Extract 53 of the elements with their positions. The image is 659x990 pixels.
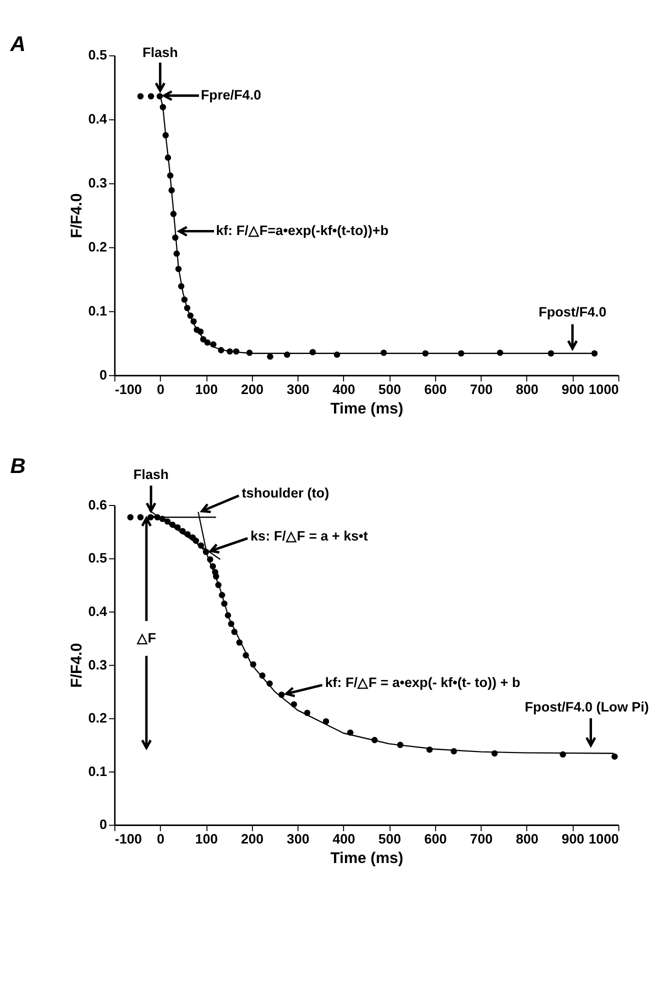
- x-axis-title: Time (ms): [330, 850, 404, 868]
- x-tick-label: 600: [424, 832, 447, 847]
- annotation: kf: F/△F = a•exp(- kf•(t- to)) + b: [325, 674, 520, 690]
- annotation: ks: F/△F = a + ks•t: [250, 528, 368, 544]
- annotation: Fpost/F4.0: [538, 304, 606, 320]
- x-tick-label: 900: [562, 832, 584, 847]
- x-tick-label: 300: [286, 382, 310, 398]
- x-tick-label: 0: [156, 832, 164, 847]
- x-tick-label: 700: [470, 382, 493, 398]
- x-tick-label: -100: [114, 382, 142, 398]
- y-tick-label: 0.6: [88, 497, 108, 512]
- x-tick-label: 600: [424, 382, 447, 398]
- x-axis-title: Time (ms): [330, 400, 404, 418]
- y-tick-label: 0.2: [88, 240, 108, 255]
- y-tick-label: 0.1: [88, 764, 108, 779]
- x-tick-label: 1000: [588, 382, 619, 398]
- x-tick-label: 500: [378, 382, 402, 398]
- annotation: Flash: [133, 466, 169, 482]
- x-tick-label: 0: [156, 382, 164, 398]
- x-tick-label: 400: [332, 382, 356, 398]
- text: tshoulder (to): [242, 486, 330, 501]
- y-tick-label: 0.1: [88, 304, 108, 319]
- y-tick-label: 0.4: [88, 112, 108, 127]
- chart-title: A: [9, 32, 26, 56]
- chart-title: B: [10, 454, 26, 478]
- y-tick-label: 0.4: [88, 604, 108, 619]
- x-tick-label: -100: [114, 832, 142, 847]
- y-axis-title: F/F4.0: [68, 642, 86, 688]
- x-tick-label: 900: [562, 382, 584, 398]
- x-tick-label: 500: [378, 832, 402, 847]
- y-tick-label: 0.3: [88, 176, 108, 191]
- annotation: △F: [136, 630, 156, 646]
- y-tick-label: 0.5: [88, 48, 108, 63]
- x-tick-label: 800: [516, 382, 538, 398]
- x-tick-label: 300: [286, 832, 310, 847]
- annotation: Fpre/F4.0: [200, 88, 262, 103]
- y-tick-label: 0.3: [88, 657, 108, 672]
- x-tick-label: 700: [470, 832, 493, 847]
- y-axis-title: F/F4.0: [68, 193, 86, 238]
- y-tick-label: 0: [100, 367, 108, 382]
- annotation: Flash: [142, 44, 178, 60]
- x-tick-label: 200: [240, 832, 264, 847]
- annotation: kf: F/△F=a•exp(-kf•(t-to))+b: [216, 223, 389, 238]
- x-tick-label: 200: [240, 382, 264, 398]
- x-tick-label: 1000: [588, 832, 619, 847]
- x-tick-label: 400: [332, 832, 356, 847]
- x-tick-label: 100: [195, 832, 218, 847]
- y-tick-label: 0.5: [88, 550, 108, 566]
- annotation: Fpost/F4.0 (Low Pi): [524, 699, 649, 714]
- x-tick-label: 100: [195, 382, 218, 398]
- y-tick-label: 0: [100, 817, 108, 832]
- x-tick-label: 800: [516, 832, 538, 847]
- y-tick-label: 0.2: [88, 710, 108, 726]
